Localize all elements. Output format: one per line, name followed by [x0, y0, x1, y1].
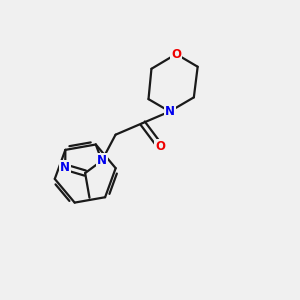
Text: N: N: [165, 105, 175, 118]
Text: O: O: [155, 140, 165, 153]
Text: O: O: [171, 48, 181, 61]
Text: N: N: [60, 161, 70, 174]
Text: N: N: [97, 154, 107, 167]
